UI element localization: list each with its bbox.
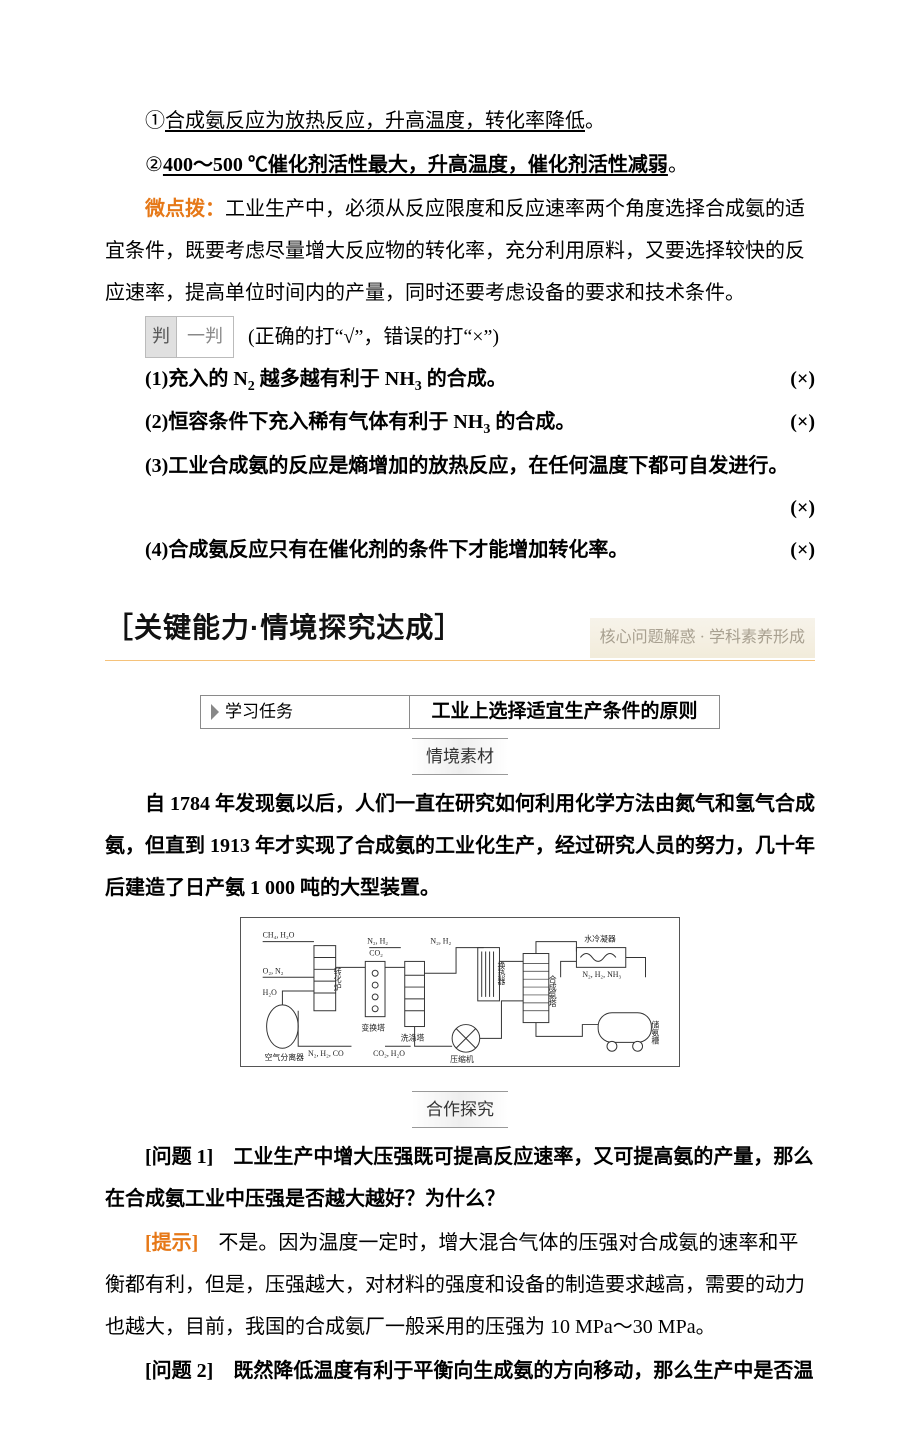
judge-instruction: (正确的打“√”，错误的打“×”)	[248, 316, 499, 358]
judge-item-text: (2)恒容条件下充入稀有气体有利于 NH3 的合成。	[145, 401, 575, 444]
tip-para: 微点拨：工业生产中，必须从反应限度和反应速率两个角度选择合成氨的适宜条件，既要考…	[105, 188, 815, 314]
task-right-label: 工业上选择适宜生产条件的原则	[431, 692, 697, 732]
judge-text2: 越多越有利于 NH	[255, 368, 415, 390]
judge-header: 判 一判 (正确的打“√”，错误的打“×”)	[105, 316, 815, 358]
judge-mark: (×)	[790, 529, 815, 571]
judge-text: 合成氨反应只有在催化剂的条件下才能增加转化率。	[168, 539, 628, 561]
q1-label: [问题 1]	[145, 1146, 233, 1168]
point-2-prefix: ②	[145, 154, 163, 176]
judge-sub: 2	[248, 379, 255, 394]
task-left-box: 学习任务	[200, 695, 410, 729]
hint-label: [提示]	[145, 1232, 218, 1254]
question-1: [问题 1] 工业生产中增大压强既可提高反应速率，又可提高氨的产量，那么在合成氨…	[105, 1136, 815, 1220]
point-1-prefix: ①	[145, 110, 165, 132]
judge-item-text: (3)工业合成氨的反应是熵增加的放热反应，在任何温度下都可自发进行。	[145, 445, 788, 487]
dl-co2: CO₂	[369, 948, 383, 957]
judge-item-3: (3)工业合成氨的反应是熵增加的放热反应，在任何温度下都可自发进行。	[105, 445, 815, 487]
dl-n2h2-2: N₂, H₂	[430, 936, 451, 945]
point-2-suffix: 。	[668, 154, 688, 176]
dl-n2h2co: N₂, H₂, CO	[308, 1049, 344, 1058]
dl-heatex: 换热器	[497, 960, 506, 986]
judge-badge-right: 一判	[177, 316, 234, 358]
dl-co2h2o: CO₂, H₂O	[373, 1049, 405, 1058]
judge-item-text: (1)充入的 N2 越多越有利于 NH3 的合成。	[145, 358, 507, 401]
judge-text: 充入的 N	[168, 368, 247, 390]
question-2: [问题 2] 既然降低温度有利于平衡向生成氨的方向移动，那么生产中是否温	[105, 1350, 815, 1392]
judge-item-text: (4)合成氨反应只有在催化剂的条件下才能增加转化率。	[145, 529, 628, 571]
dl-air: 空气分离器	[265, 1052, 304, 1062]
process-diagram-svg: CH₄, H₂O O₂, N₂ H₂O 空气分离器 转化炉 N₂, H₂, CO…	[240, 917, 680, 1067]
dl-transformer: 变换塔	[361, 1022, 385, 1032]
dl-o2n2: O₂, N₂	[263, 966, 284, 975]
judge-sub2: 3	[415, 379, 422, 394]
dl-h2o: H₂O	[263, 988, 277, 997]
task-row: 学习任务 工业上选择适宜生产条件的原则	[105, 695, 815, 729]
judge-item-4: (4)合成氨反应只有在催化剂的条件下才能增加转化率。 (×)	[105, 529, 815, 571]
dl-condout: N₂, H₂, NH₃	[582, 970, 621, 979]
judge-num: (2)	[145, 411, 168, 433]
judge-mark: (×)	[790, 358, 815, 400]
dl-ch4: CH₄, H₂O	[263, 930, 295, 939]
scene-paragraph: 自 1784 年发现氨以后，人们一直在研究如何利用化学方法由氮气和氢气合成氨，但…	[105, 783, 815, 909]
dl-tank: 储氨槽	[651, 1019, 660, 1045]
judge-text: 恒容条件下充入稀有气体有利于 NH	[168, 411, 483, 433]
judge-text: 工业合成氨的反应是熵增加的放热反应，在任何温度下都可自发进行。	[168, 455, 788, 477]
judge-text3: 的合成。	[422, 368, 507, 390]
judge-num: (4)	[145, 539, 168, 561]
scene-label: 情境素材	[412, 738, 508, 776]
dl-reformer: 转化炉	[333, 966, 342, 992]
section-title-row: ［关键能力·情境探究达成］ 核心问题解惑 · 学科素养形成	[105, 599, 815, 661]
process-diagram: CH₄, H₂O O₂, N₂ H₂O 空气分离器 转化炉 N₂, H₂, CO…	[240, 917, 680, 1082]
judge-mark: (×)	[790, 401, 815, 443]
task-right-box: 工业上选择适宜生产条件的原则	[410, 695, 720, 729]
coop-label: 合作探究	[412, 1091, 508, 1129]
point-1-suffix: 。	[585, 110, 605, 132]
q2-text: 既然降低温度有利于平衡向生成氨的方向移动，那么生产中是否温	[233, 1360, 813, 1382]
coop-label-row: 合作探究	[105, 1088, 815, 1130]
tip-label: 微点拨：	[145, 198, 225, 220]
judge-mark: (×)	[790, 487, 815, 529]
point-2: ②400～500 ℃催化剂活性最大，升高温度，催化剂活性减弱。	[105, 144, 815, 186]
dl-n2h2-top: N₂, H₂	[367, 936, 388, 945]
triangle-icon	[211, 704, 219, 720]
section-subtitle: 核心问题解惑 · 学科素养形成	[590, 618, 815, 658]
dl-condenser: 水冷凝器	[584, 933, 616, 943]
dl-compressor: 压缩机	[450, 1054, 474, 1064]
judge-badge-left: 判	[145, 316, 177, 358]
dl-scrubber: 洗涤塔	[401, 1032, 425, 1042]
point-1-text: 合成氨反应为放热反应，升高温度，转化率降低	[165, 110, 585, 132]
dl-tower: 合成氨塔	[548, 974, 557, 1008]
point-1: ①合成氨反应为放热反应，升高温度，转化率降低。	[105, 100, 815, 142]
judge-item-1: (1)充入的 N2 越多越有利于 NH3 的合成。 (×)	[105, 358, 815, 401]
section-title: ［关键能力·情境探究达成］	[105, 599, 463, 658]
judge-item-2: (2)恒容条件下充入稀有气体有利于 NH3 的合成。 (×)	[105, 401, 815, 444]
judge-item-3-mark-row: (×)	[105, 487, 815, 529]
judge-text2: 的合成。	[490, 411, 575, 433]
judge-badge: 判 一判	[145, 316, 234, 358]
judge-num: (3)	[145, 455, 168, 477]
point-2-text: 400～500 ℃催化剂活性最大，升高温度，催化剂活性减弱	[163, 154, 668, 176]
task-left-label: 学习任务	[225, 694, 293, 730]
scene-label-row: 情境素材	[105, 735, 815, 777]
answer-1: [提示] 不是。因为温度一定时，增大混合气体的压强对合成氨的速率和平衡都有利，但…	[105, 1222, 815, 1348]
q2-label: [问题 2]	[145, 1360, 233, 1382]
judge-num: (1)	[145, 368, 168, 390]
